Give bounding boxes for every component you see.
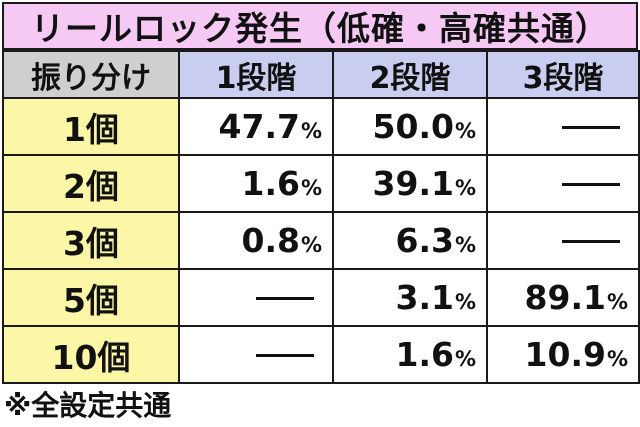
cell-value: 0.8 — [241, 221, 300, 260]
header-stage-2: 2段階 — [332, 50, 488, 99]
row-label: 10個 — [2, 325, 180, 384]
cell-unit: % — [454, 290, 476, 314]
table-cell: 0.8% — [178, 211, 334, 270]
cell-value: 1.6 — [395, 335, 454, 374]
table-cell: 50.0% — [332, 97, 488, 156]
header-stage-3: 3段階 — [486, 50, 640, 99]
cell-unit: % — [300, 119, 322, 143]
cell-value: 89.1 — [524, 278, 606, 317]
table-row: 1個 47.7% 50.0% — [2, 97, 640, 156]
table-header-row: 振り分け 1段階 2段階 3段階 — [2, 50, 640, 99]
cell-unit: % — [454, 119, 476, 143]
table-cell: 10.9% — [486, 325, 640, 384]
cell-value: 3.1 — [395, 278, 454, 317]
table-cell-empty — [178, 325, 334, 384]
dash-mark — [562, 240, 620, 243]
cell-value: 50.0 — [372, 107, 454, 146]
table-cell-empty — [486, 154, 640, 213]
table-cell: 1.6% — [332, 325, 488, 384]
cell-unit: % — [300, 233, 322, 257]
cell-unit: % — [454, 347, 476, 371]
table-title: リールロック発生（低確・高確共通） — [31, 9, 609, 48]
table-row: 3個 0.8% 6.3% — [2, 211, 640, 270]
reel-lock-distribution-table: 振り分け 1段階 2段階 3段階 1個 47.7% 50.0% 2個 1.6% 39.1%… — [2, 50, 640, 384]
table-cell-empty — [486, 211, 640, 270]
table-cell: 3.1% — [332, 268, 488, 327]
table-cell-empty — [178, 268, 334, 327]
table-cell: 39.1% — [332, 154, 488, 213]
table-cell: 89.1% — [486, 268, 640, 327]
table-cell: 6.3% — [332, 211, 488, 270]
dash-mark — [256, 354, 314, 357]
header-corner: 振り分け — [2, 50, 180, 99]
dash-mark — [256, 297, 314, 300]
title-bar: リールロック発生（低確・高確共通） — [2, 2, 638, 50]
table-cell-empty — [486, 97, 640, 156]
cell-value: 39.1 — [372, 164, 454, 203]
table-cell: 1.6% — [178, 154, 334, 213]
dash-mark — [562, 183, 620, 186]
cell-unit: % — [454, 233, 476, 257]
dash-mark — [562, 126, 620, 129]
table-row: 2個 1.6% 39.1% — [2, 154, 640, 213]
cell-unit: % — [606, 290, 628, 314]
row-label: 5個 — [2, 268, 180, 327]
cell-value: 10.9 — [524, 335, 606, 374]
cell-unit: % — [606, 347, 628, 371]
row-label: 2個 — [2, 154, 180, 213]
header-stage-1: 1段階 — [178, 50, 334, 99]
cell-unit: % — [300, 176, 322, 200]
table-cell: 47.7% — [178, 97, 334, 156]
cell-value: 1.6 — [241, 164, 300, 203]
cell-value: 47.7 — [218, 107, 300, 146]
footnote: ※全設定共通 — [4, 389, 172, 422]
cell-value: 6.3 — [395, 221, 454, 260]
cell-unit: % — [454, 176, 476, 200]
table-body: 1個 47.7% 50.0% 2個 1.6% 39.1% 3個 0.8% 6.3% 5個 3.1% 8… — [2, 97, 640, 384]
row-label: 3個 — [2, 211, 180, 270]
table-row: 10個 1.6% 10.9% — [2, 325, 640, 384]
row-label: 1個 — [2, 97, 180, 156]
table-row: 5個 3.1% 89.1% — [2, 268, 640, 327]
